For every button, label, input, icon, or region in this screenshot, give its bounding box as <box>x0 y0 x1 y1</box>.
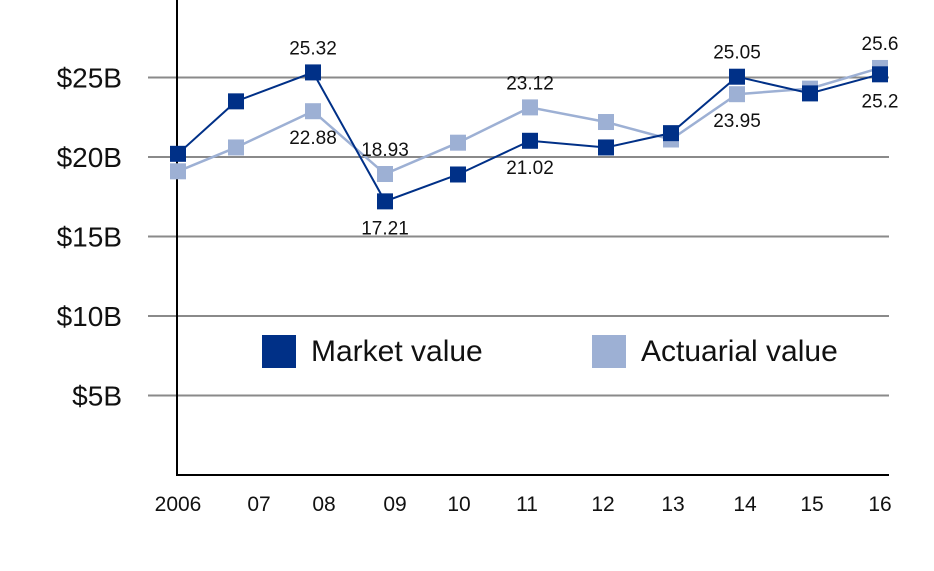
data-label: 21.02 <box>506 158 554 179</box>
market-value-marker <box>802 85 818 102</box>
data-label: 23.95 <box>713 111 761 132</box>
market-value-marker <box>598 139 614 156</box>
market-value-marker <box>170 145 186 162</box>
data-label: 22.88 <box>289 128 337 149</box>
y-axis-tick-labels: $5B $10B $15B $20B $25B <box>57 63 122 412</box>
market-value-marker <box>872 66 888 83</box>
data-label: 23.12 <box>506 73 554 94</box>
data-labels: 22.88 18.93 23.12 23.95 25.6 25.32 17.21 21.02 2… <box>289 34 898 239</box>
market-value-marker <box>228 93 244 110</box>
legend-swatch <box>262 335 296 368</box>
actuarial-value-marker <box>522 99 538 116</box>
actuarial-value-marker <box>450 134 466 151</box>
actuarial-value-marker <box>228 139 244 156</box>
x-tick-label: 2006 <box>155 493 202 516</box>
y-tick-label: $10B <box>57 301 122 332</box>
data-label: 18.93 <box>361 140 409 161</box>
actuarial-value-marker <box>598 114 614 131</box>
actuarial-value-marker <box>305 103 321 120</box>
x-tick-label: 12 <box>591 493 614 516</box>
actuarial-value-marker <box>729 86 745 103</box>
x-tick-label: 10 <box>447 493 470 516</box>
x-tick-label: 15 <box>800 493 823 516</box>
y-tick-label: $5B <box>72 381 122 412</box>
gridlines <box>148 76 889 397</box>
market-value-marker <box>305 64 321 81</box>
y-tick-label: $20B <box>57 142 122 173</box>
actuarial-value-marker <box>377 166 393 183</box>
x-tick-label: 07 <box>247 493 270 516</box>
data-label: 25.32 <box>289 38 337 59</box>
data-label: 17.21 <box>361 218 409 239</box>
market-value-marker <box>729 68 745 85</box>
actuarial-value-marker <box>170 163 186 180</box>
market-value-marker <box>377 193 393 210</box>
data-label: 25.6 <box>862 34 899 55</box>
data-label: 25.2 <box>862 91 899 112</box>
x-tick-label: 16 <box>868 493 891 516</box>
x-tick-label: 14 <box>733 493 757 516</box>
legend-swatch <box>592 335 626 368</box>
market-value-marker <box>663 125 679 142</box>
x-tick-label: 09 <box>383 493 406 516</box>
legend-label: Actuarial value <box>641 335 838 368</box>
legend: Market value Actuarial value <box>262 335 838 368</box>
market-value-marker <box>522 132 538 149</box>
y-tick-label: $15B <box>57 222 122 253</box>
x-tick-label: 11 <box>516 493 538 516</box>
legend-label: Market value <box>311 335 483 368</box>
market-value-marker <box>450 166 466 183</box>
x-tick-label: 13 <box>661 493 684 516</box>
x-tick-label: 08 <box>312 493 335 516</box>
y-tick-label: $25B <box>57 63 122 94</box>
data-label: 25.05 <box>713 43 761 64</box>
x-axis-tick-labels: 2006 07 08 09 10 11 12 13 14 15 16 <box>155 493 892 516</box>
series-group <box>170 59 888 210</box>
